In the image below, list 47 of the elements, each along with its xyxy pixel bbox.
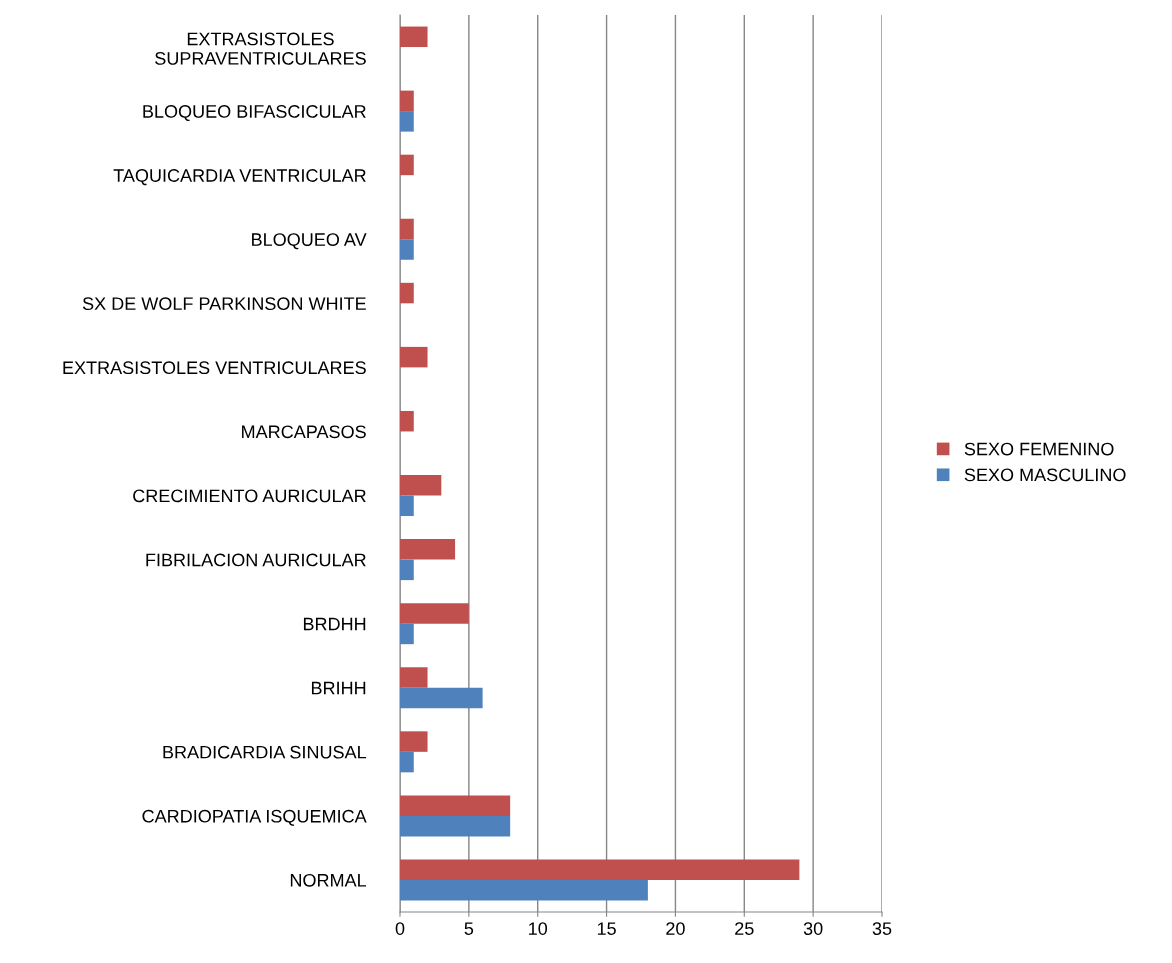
- bar: [400, 879, 648, 901]
- bar: [400, 346, 428, 368]
- y-tick-label: CARDIOPATIA ISQUEMICA: [142, 809, 367, 826]
- bar: [400, 495, 414, 517]
- y-tick-label: NORMAL: [290, 873, 367, 887]
- x-tick-label: 25: [735, 922, 754, 935]
- bar: [400, 815, 511, 837]
- y-tick-label: TAQUICARDIA VENTRICULAR: [113, 169, 366, 186]
- bar: [400, 111, 414, 132]
- bar: [400, 26, 428, 48]
- y-tick-label: BRADICARDIA SINUSAL: [163, 745, 367, 759]
- bar: [400, 559, 414, 581]
- bar: [400, 667, 428, 688]
- bar: [400, 859, 800, 880]
- bar: [400, 154, 414, 176]
- legend-label: SEXO MASCULINO: [964, 468, 1126, 482]
- y-tick-label: EXTRASISTOLES VENTRICULARES: [63, 361, 366, 375]
- x-tick-label: 15: [597, 922, 616, 935]
- y-tick-label: SX DE WOLF PARKINSON WHITE: [82, 297, 366, 311]
- x-tick-label: 0: [395, 922, 405, 935]
- bar: [400, 90, 414, 112]
- bar: [400, 539, 456, 560]
- y-tick-label: BRDHH: [303, 617, 366, 631]
- bar: [400, 239, 414, 260]
- x-tick-label: 20: [666, 922, 685, 935]
- bar: [400, 410, 414, 432]
- y-tick-label: CRECIMIENTO AURICULAR: [133, 489, 366, 503]
- bar: [400, 751, 414, 773]
- x-tick-label: 30: [803, 922, 823, 935]
- y-tick-label: EXTRASISTOLES SUPRAVENTRICULARES: [155, 32, 366, 65]
- x-tick-label: 10: [529, 922, 548, 935]
- bar: [400, 282, 414, 304]
- x-tick-label: 5: [464, 922, 474, 935]
- bar: [400, 218, 414, 240]
- bar: [400, 687, 483, 709]
- y-tick-label: MARCAPASOS: [242, 425, 366, 439]
- y-tick-label: BLOQUEO BIFASCICULAR: [143, 105, 366, 122]
- y-tick-label: BRIHH: [311, 681, 366, 695]
- bar: [400, 603, 469, 624]
- y-tick-label: FIBRILACION AURICULAR: [146, 553, 366, 567]
- legend-label: SEXO FEMENINO: [964, 442, 1114, 456]
- bar: [400, 731, 428, 752]
- bar: [400, 475, 442, 496]
- y-tick-label: BLOQUEO AV: [252, 233, 367, 250]
- bar: [400, 623, 414, 645]
- bar: [400, 795, 511, 816]
- x-tick-label: 35: [872, 922, 892, 935]
